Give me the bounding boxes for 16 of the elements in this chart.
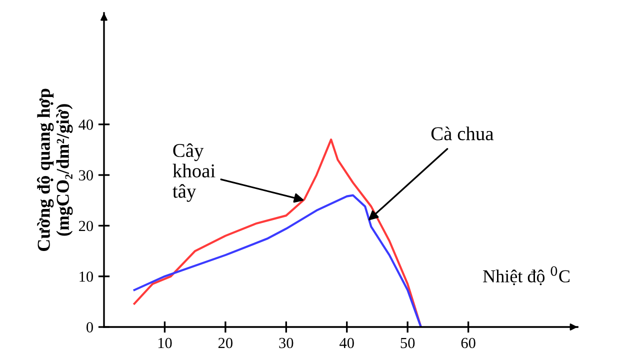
annotation: Cà chua bbox=[431, 126, 494, 140]
x-axis-title: Nhiệt độ $^{0}$C bbox=[483, 266, 570, 286]
x-tick-label: 50 bbox=[400, 338, 415, 348]
x-tick-label: 10 bbox=[158, 338, 172, 348]
y-axis-title: Cường độ quang hợp (mgCO₂/dm²/giờ) bbox=[36, 88, 73, 251]
x-tick-label: 60 bbox=[461, 338, 476, 348]
x-tick-label: 30 bbox=[279, 338, 294, 348]
y-tick-label: 40 bbox=[78, 120, 93, 130]
y-tick-label: 30 bbox=[79, 170, 93, 180]
y-tick-label: 0 bbox=[86, 322, 93, 332]
x-tick-label: 40 bbox=[340, 338, 354, 348]
line-series bbox=[133, 138, 422, 328]
y-tick-label: 10 bbox=[80, 271, 93, 282]
y-tick-label: 20 bbox=[78, 220, 93, 232]
x-tick-label: 20 bbox=[218, 338, 232, 348]
annotation: Cây khoai tây bbox=[172, 143, 216, 202]
